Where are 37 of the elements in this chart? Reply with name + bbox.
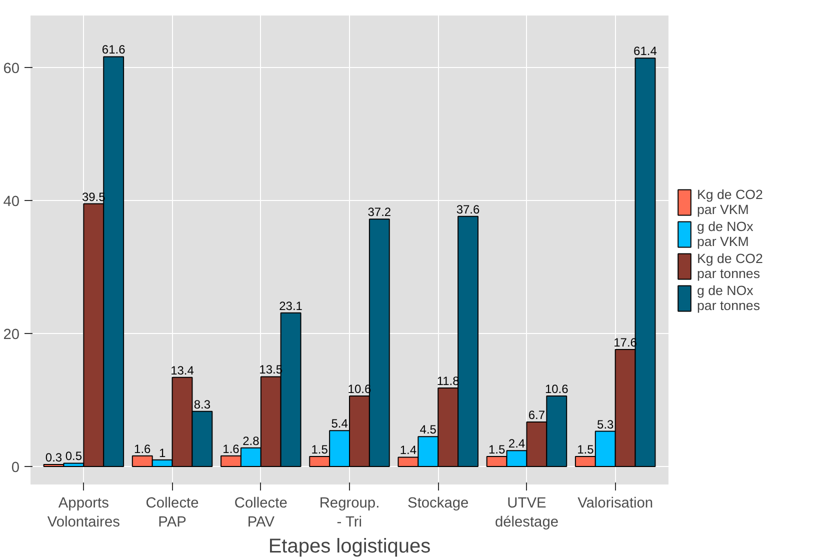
data-label: 4.5 xyxy=(420,422,437,437)
y-tick-label: 0 xyxy=(11,460,20,476)
data-label: 5.3 xyxy=(597,417,614,432)
legend-label: g de NOx par tonnes xyxy=(697,282,760,314)
data-label: 1.6 xyxy=(134,442,152,456)
data-label: 1.5 xyxy=(311,442,328,457)
legend-label: g de NOx par VKM xyxy=(697,218,754,250)
x-tick-label: Stockage xyxy=(408,496,469,512)
data-label: 1.4 xyxy=(400,443,417,458)
data-label: 1.5 xyxy=(488,442,506,457)
data-label: 37.2 xyxy=(368,205,392,220)
data-label: 6.7 xyxy=(528,408,546,422)
data-label: 2.4 xyxy=(508,436,526,451)
x-tick-label: UTVE délestage xyxy=(494,496,559,531)
data-label: 0.3 xyxy=(45,450,62,465)
data-label: 2.8 xyxy=(242,434,260,448)
data-label: 61.4 xyxy=(634,44,658,58)
data-label: 37.6 xyxy=(456,202,480,216)
x-tick-label: Regroup. - Tri xyxy=(319,496,380,531)
data-label: 5.4 xyxy=(331,416,348,431)
data-label: 23.1 xyxy=(279,298,303,313)
data-label: 10.6 xyxy=(544,382,569,396)
data-label: 1 xyxy=(158,446,166,460)
x-axis-title: Etapes logistiques xyxy=(268,536,431,558)
data-label: 1.5 xyxy=(577,442,594,457)
data-label: 61.6 xyxy=(102,42,126,57)
x-tick-label: Collecte PAV xyxy=(234,496,288,531)
data-label: 13.4 xyxy=(170,363,194,378)
data-label: 0.5 xyxy=(65,449,82,464)
x-tick-label: Valorisation xyxy=(578,496,654,512)
data-label: 8.3 xyxy=(194,397,211,412)
y-tick-label: 60 xyxy=(3,60,20,77)
y-tick-label: 20 xyxy=(3,326,20,343)
y-tick-label: 40 xyxy=(3,194,20,210)
data-label: 1.6 xyxy=(222,442,240,456)
x-tick-label: Collecte PAP xyxy=(146,496,199,531)
x-tick-label: Apports Volontaires xyxy=(47,496,120,531)
